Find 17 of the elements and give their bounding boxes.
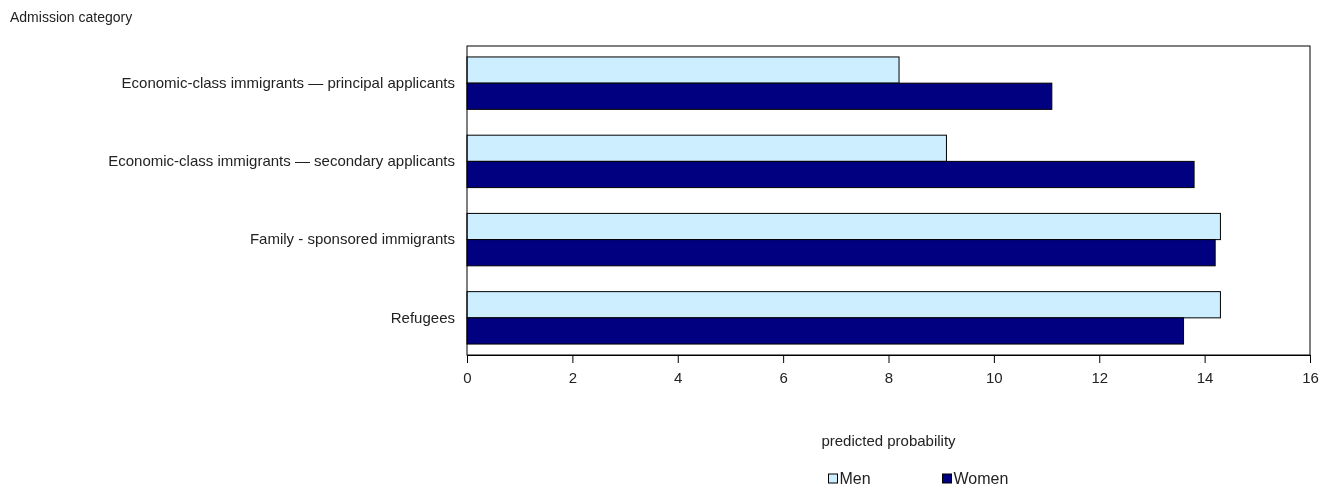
x-tick-label: 10 (986, 368, 1003, 386)
y-tick-label: Economic-class immigrants — secondary applicants (108, 152, 455, 170)
y-tick-label: Family - sponsored immigrants (249, 230, 455, 248)
x-tick-label: 8 (884, 368, 894, 386)
legend-label: Women (953, 470, 1009, 487)
text: Admission category (10, 9, 133, 25)
x-tick-label: 6 (779, 368, 788, 386)
x-axis-title: predicted probability (821, 432, 957, 449)
y-tick-label: Economic-class immigrants — principal applicants (121, 73, 455, 91)
legend-label: Men (839, 470, 871, 487)
x-tick-label: 14 (1196, 368, 1214, 386)
x-tick-label: 2 (568, 368, 578, 386)
x-tick-label: 4 (674, 368, 683, 386)
x-tick-label: 0 (463, 368, 472, 386)
x-tick-label: 16 (1302, 368, 1319, 386)
x-tick-label: 12 (1091, 368, 1109, 386)
y-tick-label: Refugees (390, 308, 455, 326)
